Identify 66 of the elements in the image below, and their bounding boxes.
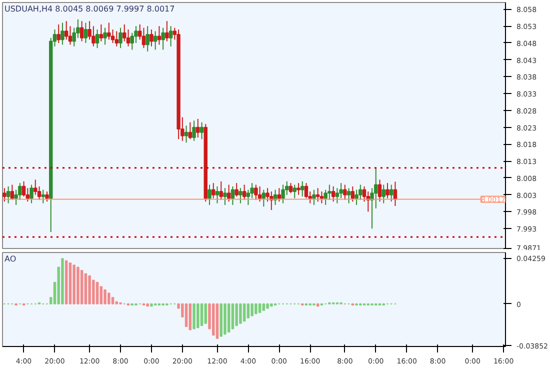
candlestick — [258, 186, 262, 202]
candlestick — [142, 27, 146, 49]
candlestick — [312, 189, 316, 206]
candlestick — [153, 30, 158, 50]
candlestick — [146, 26, 150, 52]
candlestick — [382, 184, 386, 204]
candlestick — [56, 24, 60, 44]
candlestick — [34, 179, 38, 196]
candlestick — [168, 26, 173, 47]
candlestick — [208, 184, 212, 206]
candlestick — [80, 20, 84, 42]
candlestick — [165, 20, 169, 42]
chart-title: AO — [4, 254, 16, 264]
candlestick — [316, 188, 320, 202]
candlestick — [192, 120, 196, 142]
candlestick — [114, 30, 118, 47]
candlestick — [277, 188, 282, 202]
candlestick — [386, 182, 390, 199]
candlestick — [343, 184, 347, 200]
candlestick — [118, 27, 122, 49]
candlestick — [219, 180, 223, 200]
candlestick — [292, 184, 296, 199]
candlestick — [157, 26, 162, 46]
candlestick — [223, 188, 227, 206]
candlestick — [300, 180, 304, 198]
candlestick — [6, 186, 10, 204]
candlestick — [331, 186, 336, 202]
candlestick — [188, 122, 192, 140]
candlestick — [45, 190, 49, 202]
candlestick — [103, 27, 107, 46]
candlestick — [126, 28, 130, 47]
candlestick — [107, 22, 111, 40]
candlestick — [242, 184, 246, 200]
candlestick — [99, 24, 104, 42]
candlestick — [22, 180, 26, 198]
candlestick — [390, 184, 394, 202]
candlestick — [215, 186, 220, 204]
candlestick — [320, 190, 324, 204]
candlestick — [350, 186, 355, 202]
candlestick — [10, 184, 14, 200]
candlestick — [122, 24, 126, 42]
candlestick — [95, 28, 100, 49]
candlestick — [2, 188, 6, 202]
candlestick — [288, 182, 293, 194]
candlestick — [262, 189, 266, 208]
candlestick — [378, 179, 382, 202]
candlestick — [230, 186, 235, 206]
candlestick — [30, 184, 34, 204]
candlestick — [60, 22, 64, 46]
candlestick — [281, 184, 285, 204]
chart-title: USDUAH,H4 8.0045 8.0069 7.9997 8.0017 — [4, 4, 175, 14]
candlestick — [296, 182, 300, 196]
candlestick — [64, 20, 68, 40]
candlestick — [184, 125, 188, 144]
candlestick — [41, 189, 45, 204]
candlestick — [84, 22, 88, 44]
candlestick — [212, 182, 216, 199]
candlestick — [161, 27, 165, 50]
candlestick — [238, 188, 242, 204]
candlestick — [234, 182, 238, 198]
candlestick — [150, 28, 154, 47]
candlestick — [254, 184, 258, 200]
candlestick — [200, 122, 204, 140]
candlestick — [196, 118, 200, 138]
candlestick — [346, 188, 351, 204]
candlestick — [226, 184, 231, 202]
